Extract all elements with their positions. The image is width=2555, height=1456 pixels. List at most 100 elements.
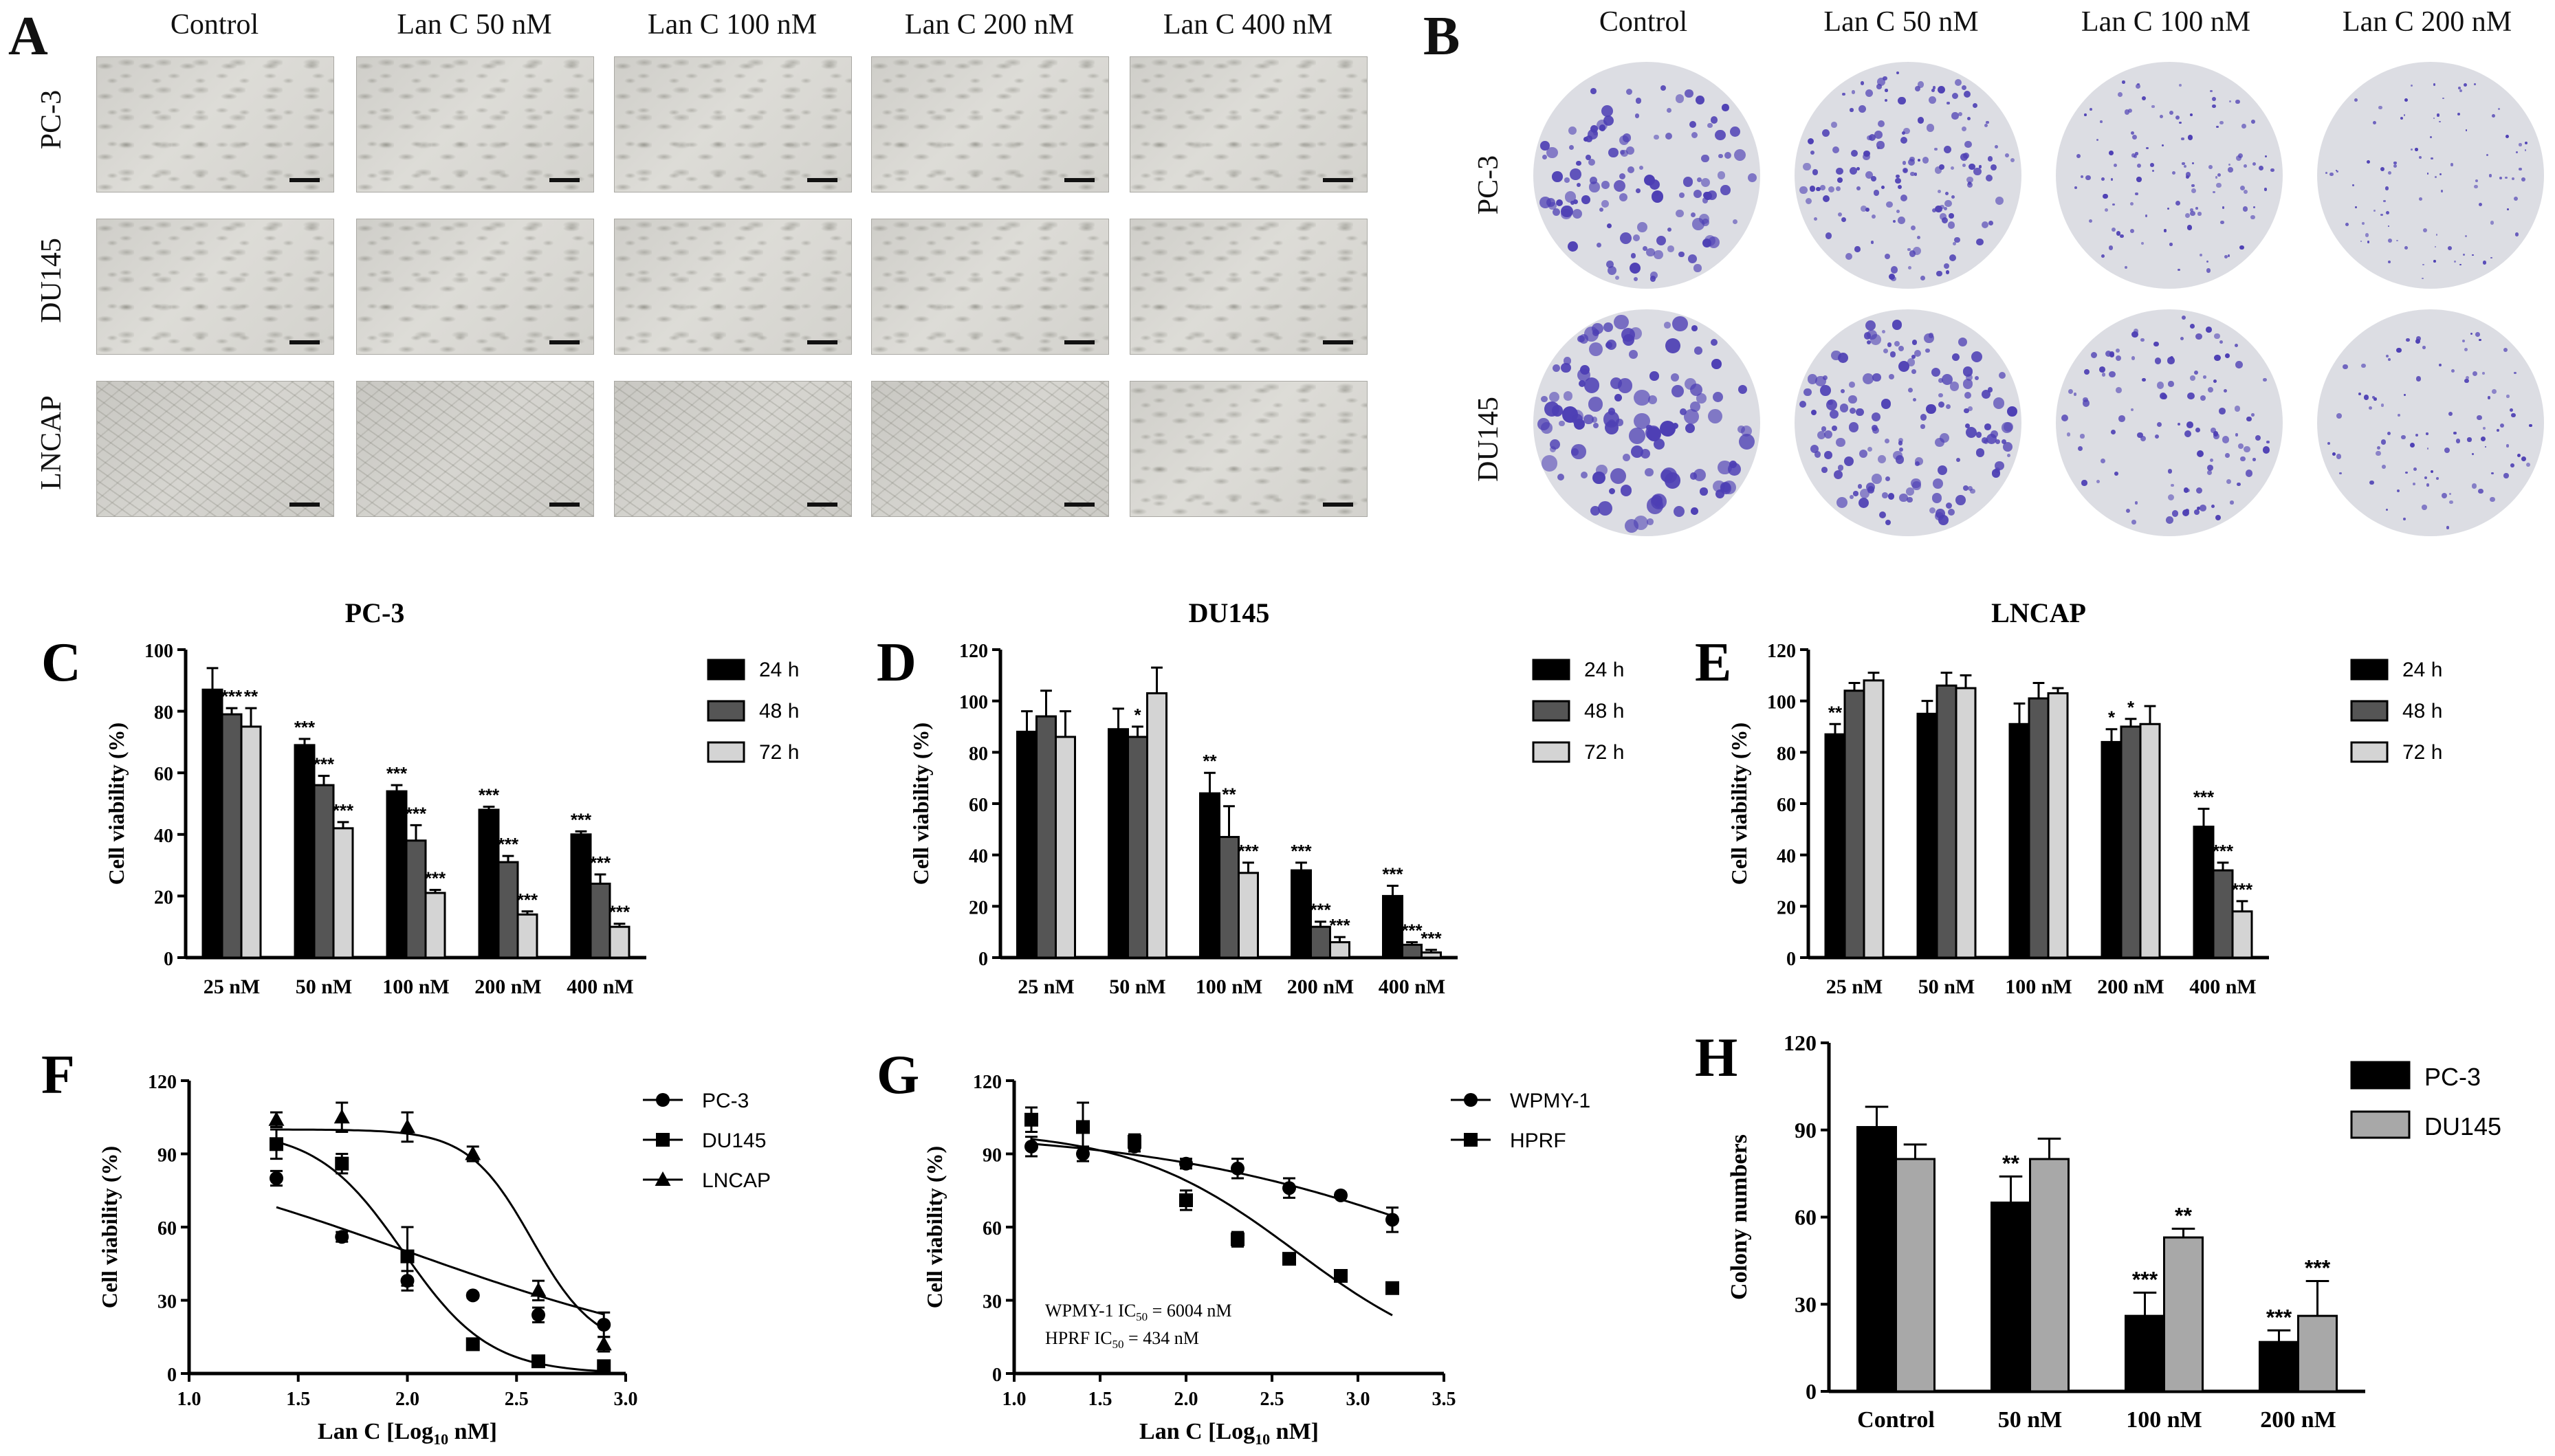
colony-dot xyxy=(1938,515,1949,525)
colony-dot xyxy=(1881,185,1885,189)
colony-dot xyxy=(1968,181,1972,185)
colony-dot xyxy=(1537,418,1550,430)
colony-dot xyxy=(1548,201,1557,210)
data-point xyxy=(1179,1193,1193,1207)
significance-label: ** xyxy=(2175,1203,2192,1228)
panel-d-letter: D xyxy=(877,632,917,693)
colony-dot xyxy=(2190,210,2195,217)
colony-dot xyxy=(1931,88,1936,92)
colony-dot xyxy=(1956,458,1961,463)
bar xyxy=(1916,712,1938,959)
colony-dot xyxy=(2243,206,2248,212)
colony-dot xyxy=(1867,486,1875,494)
colony-dot xyxy=(1897,185,1902,190)
micrograph xyxy=(871,381,1109,517)
colony-dot xyxy=(1915,456,1924,465)
colony-dot xyxy=(2396,347,2402,353)
colony-dot xyxy=(2506,208,2509,210)
panel-a-col-label: Lan C 50 nM xyxy=(397,9,552,41)
significance-label: ** xyxy=(244,686,259,707)
colony-dot xyxy=(1573,199,1579,205)
colony-dot xyxy=(2398,414,2400,417)
colony-dot xyxy=(1737,384,1747,395)
x-tick-label: 2.0 xyxy=(395,1389,419,1410)
colony-dot xyxy=(1917,117,1924,124)
colony-dot xyxy=(1938,401,1945,408)
colony-dot xyxy=(1619,192,1628,201)
colony-dot xyxy=(2415,376,2422,382)
bar xyxy=(589,882,611,959)
colony-dot xyxy=(2177,422,2180,426)
colony-dot xyxy=(1691,325,1698,332)
x-tick-label: 1.0 xyxy=(177,1389,201,1410)
micrograph xyxy=(96,381,334,517)
colony-dot xyxy=(1561,208,1572,219)
colony-dot xyxy=(1829,410,1839,419)
colony-dot xyxy=(1693,469,1706,482)
colony-dot xyxy=(2085,175,2092,181)
colony-dot xyxy=(1867,446,1873,452)
legend-swatch xyxy=(2350,659,2389,681)
colony-dot xyxy=(1853,491,1858,496)
colony-dot xyxy=(1913,246,1921,255)
colony-dot xyxy=(2122,80,2125,84)
colony-dot xyxy=(2239,185,2245,190)
colony-dot xyxy=(1987,387,1993,393)
colony-dot xyxy=(2219,120,2224,125)
colony-dot xyxy=(2453,431,2457,435)
colony-dot xyxy=(1581,472,1588,479)
legend-label: 48 h xyxy=(1584,700,1624,723)
colony-dot xyxy=(2140,338,2145,342)
colony-dot xyxy=(1597,500,1612,516)
colony-dot xyxy=(1884,254,1890,260)
colony-dot xyxy=(2179,83,2182,87)
colony-dot xyxy=(2120,234,2125,239)
significance-label: ** xyxy=(2002,1151,2019,1176)
colony-dot xyxy=(2192,162,2195,165)
bar xyxy=(1329,941,1350,959)
colony-dot xyxy=(2526,462,2531,467)
significance-label: *** xyxy=(1329,915,1350,936)
colony-dot xyxy=(2149,163,2154,167)
colony-dot xyxy=(1648,395,1658,404)
colony-dot xyxy=(2250,120,2255,124)
colony-dot xyxy=(1908,266,1912,270)
colony-dot xyxy=(1544,401,1559,417)
colony-dot xyxy=(1608,487,1616,494)
colony-dot xyxy=(2082,399,2090,407)
colony-dot xyxy=(2142,378,2146,382)
data-point xyxy=(597,1359,611,1374)
bar xyxy=(1146,692,1167,959)
colony-dot xyxy=(2475,179,2478,182)
significance-label: *** xyxy=(1310,900,1331,920)
bar xyxy=(497,861,519,959)
colony-dot xyxy=(2384,186,2389,190)
colony-dot xyxy=(1616,419,1623,426)
bar xyxy=(1291,869,1312,959)
colony-dot xyxy=(1971,351,1983,363)
colony-dot xyxy=(2464,82,2468,87)
colony-dot xyxy=(2516,151,2518,154)
panel-c-letter: C xyxy=(41,632,81,693)
panel-b-col-label: Lan C 200 nM xyxy=(2342,6,2512,38)
colony-dot xyxy=(1897,96,1906,105)
colony-dot xyxy=(2235,433,2239,437)
colony-dot xyxy=(1679,408,1687,415)
colony-dot xyxy=(1973,167,1982,176)
colony-dot xyxy=(2167,494,2175,501)
colony-dot xyxy=(1596,464,1608,476)
colony-dot xyxy=(1969,163,1976,170)
colony-dot xyxy=(2486,154,2489,157)
bar xyxy=(2139,723,2161,959)
colony-dot xyxy=(1872,427,1880,434)
colony-dot xyxy=(1610,468,1626,485)
colony-dot xyxy=(2435,176,2437,178)
colony-dot xyxy=(2191,184,2195,188)
colony-dot xyxy=(1561,362,1571,373)
colony-dot xyxy=(1837,464,1844,471)
colony-dot xyxy=(1724,152,1731,159)
colony-dot xyxy=(1803,388,1812,396)
x-tick-label: 2.0 xyxy=(1174,1389,1198,1410)
legend-swatch xyxy=(1532,659,1570,681)
colony-dot xyxy=(1899,493,1908,503)
